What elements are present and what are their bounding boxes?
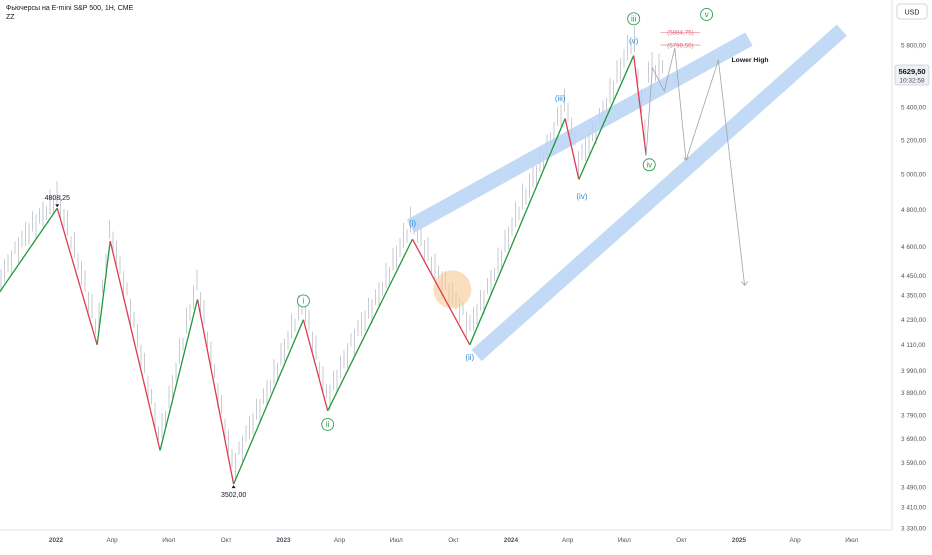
highlight-zone — [433, 270, 472, 309]
extreme-label: 3502,00 — [221, 492, 246, 499]
extreme-label: 4808,25 — [45, 195, 70, 202]
y-tick-label: 4 350,00 — [901, 293, 926, 300]
zigzag-down-leg — [56, 208, 98, 345]
y-tick-label: 3 990,00 — [901, 368, 926, 375]
x-tick-label: 2022 — [49, 537, 64, 544]
x-tick-label: Апр — [562, 537, 574, 544]
target-label: (5884,75) — [667, 30, 694, 37]
chart-header: Фьючерсы на E-mini S&P 500, 1H, CME ZZ — [6, 4, 133, 22]
projection-path — [645, 47, 719, 161]
wave-circle — [296, 294, 310, 308]
zigzag-down-leg — [411, 238, 471, 346]
y-tick-label: 3 690,00 — [901, 436, 926, 443]
x-tick-label: Июл — [162, 537, 175, 544]
zigzag-down-leg — [564, 118, 580, 180]
price-axis[interactable]: 5 800,005 600,005 400,005 200,005 000,00… — [901, 42, 926, 532]
x-tick-label: 2023 — [276, 537, 291, 544]
wave-label: (iii) — [555, 94, 566, 103]
y-tick-label: 3 890,00 — [901, 390, 926, 397]
zigzag-down-leg — [633, 55, 647, 156]
wave-circle — [321, 417, 335, 431]
extreme-marker — [55, 204, 60, 208]
wave-circle — [627, 12, 641, 26]
wave-label: iii — [631, 14, 637, 23]
y-tick-label: 3 490,00 — [901, 484, 926, 491]
y-tick-label: 4 600,00 — [901, 244, 926, 251]
x-tick-label: Апр — [106, 537, 118, 544]
projection-drop — [718, 60, 746, 286]
zigzag-layer — [0, 55, 647, 485]
lower-high-annotation: Lower High — [732, 57, 769, 64]
wave-label: iv — [646, 160, 652, 169]
last-price-value: 5629,50 — [898, 67, 925, 76]
x-tick-label: Окт — [676, 537, 687, 544]
x-tick-label: Июл — [390, 537, 403, 544]
wave-label: i — [303, 296, 305, 305]
x-tick-label: Окт — [448, 537, 459, 544]
y-tick-label: 5 800,00 — [901, 42, 926, 49]
zigzag-down-leg — [302, 319, 329, 411]
channel-upper-band — [406, 32, 753, 233]
wave-circle — [642, 158, 656, 172]
wave-label: (ii) — [465, 353, 474, 362]
currency-button[interactable]: USD — [896, 3, 928, 20]
wave-label: (v) — [629, 37, 639, 46]
y-tick-label: 3 330,00 — [901, 525, 926, 532]
zigzag-down-leg — [109, 240, 161, 451]
y-tick-label: 4 110,00 — [901, 342, 926, 349]
x-tick-label: Апр — [334, 537, 346, 544]
y-tick-label: 4 800,00 — [901, 207, 926, 214]
projection-layer: (5884,75) (5799,50) — [645, 30, 748, 287]
ohlc-bars — [0, 26, 663, 479]
wave-label: (iv) — [576, 192, 587, 201]
zigzag-down-leg — [196, 299, 235, 485]
zigzag-up-leg — [469, 118, 566, 346]
x-tick-label: Окт — [221, 537, 232, 544]
price-badge-frame — [894, 64, 930, 86]
y-tick-label: 3 590,00 — [901, 460, 926, 467]
y-tick-label: 5 400,00 — [901, 105, 926, 112]
x-tick-label: 2025 — [732, 537, 747, 544]
wave-label: v — [705, 10, 709, 19]
y-tick-label: 5 200,00 — [901, 137, 926, 144]
time-axis[interactable]: 2022 Апр Июл Окт 2023 Апр Июл Окт 2024 Апр Июл Окт 2… — [49, 537, 859, 544]
zigzag-up-leg — [233, 319, 304, 485]
currency-button-frame[interactable] — [896, 3, 928, 20]
zigzag-up-leg — [0, 207, 58, 293]
x-tick-label: 2024 — [504, 537, 519, 544]
x-tick-label: Апр — [789, 537, 801, 544]
target-label: (5799,50) — [667, 42, 694, 49]
extreme-marker — [231, 485, 236, 489]
label-layer: 4808,253502,00(i)(ii)(iii)(iv)(v)iiiivvi… — [45, 7, 769, 499]
last-price-badge: 5629,50 10:32:58 — [894, 64, 930, 86]
y-tick-label: 3 410,00 — [901, 505, 926, 512]
wave-label: ii — [326, 420, 330, 429]
symbol-title[interactable]: Фьючерсы на E-mini S&P 500, 1H, CME — [6, 5, 134, 12]
y-tick-label: 4 230,00 — [901, 317, 926, 324]
currency-button-label[interactable]: USD — [905, 10, 920, 17]
x-tick-label: Июл — [845, 537, 858, 544]
indicator-label[interactable]: ZZ — [6, 14, 15, 21]
wave-label: (i) — [409, 219, 416, 228]
projection-arrowhead — [683, 157, 689, 162]
y-tick-label: 4 450,00 — [901, 273, 926, 280]
y-tick-label: 5 000,00 — [901, 171, 926, 178]
zigzag-up-leg — [96, 241, 111, 345]
zigzag-up-leg — [578, 55, 635, 180]
zigzag-up-leg — [327, 238, 414, 412]
y-tick-label: 3 790,00 — [901, 413, 926, 420]
channel-layer — [406, 24, 847, 362]
projection-arrowhead — [741, 281, 748, 287]
wave-circle — [700, 7, 714, 21]
channel-lower-band — [471, 24, 847, 362]
x-tick-label: Июл — [618, 537, 631, 544]
zigzag-up-leg — [159, 299, 199, 451]
bar-countdown: 10:32:58 — [899, 78, 925, 85]
